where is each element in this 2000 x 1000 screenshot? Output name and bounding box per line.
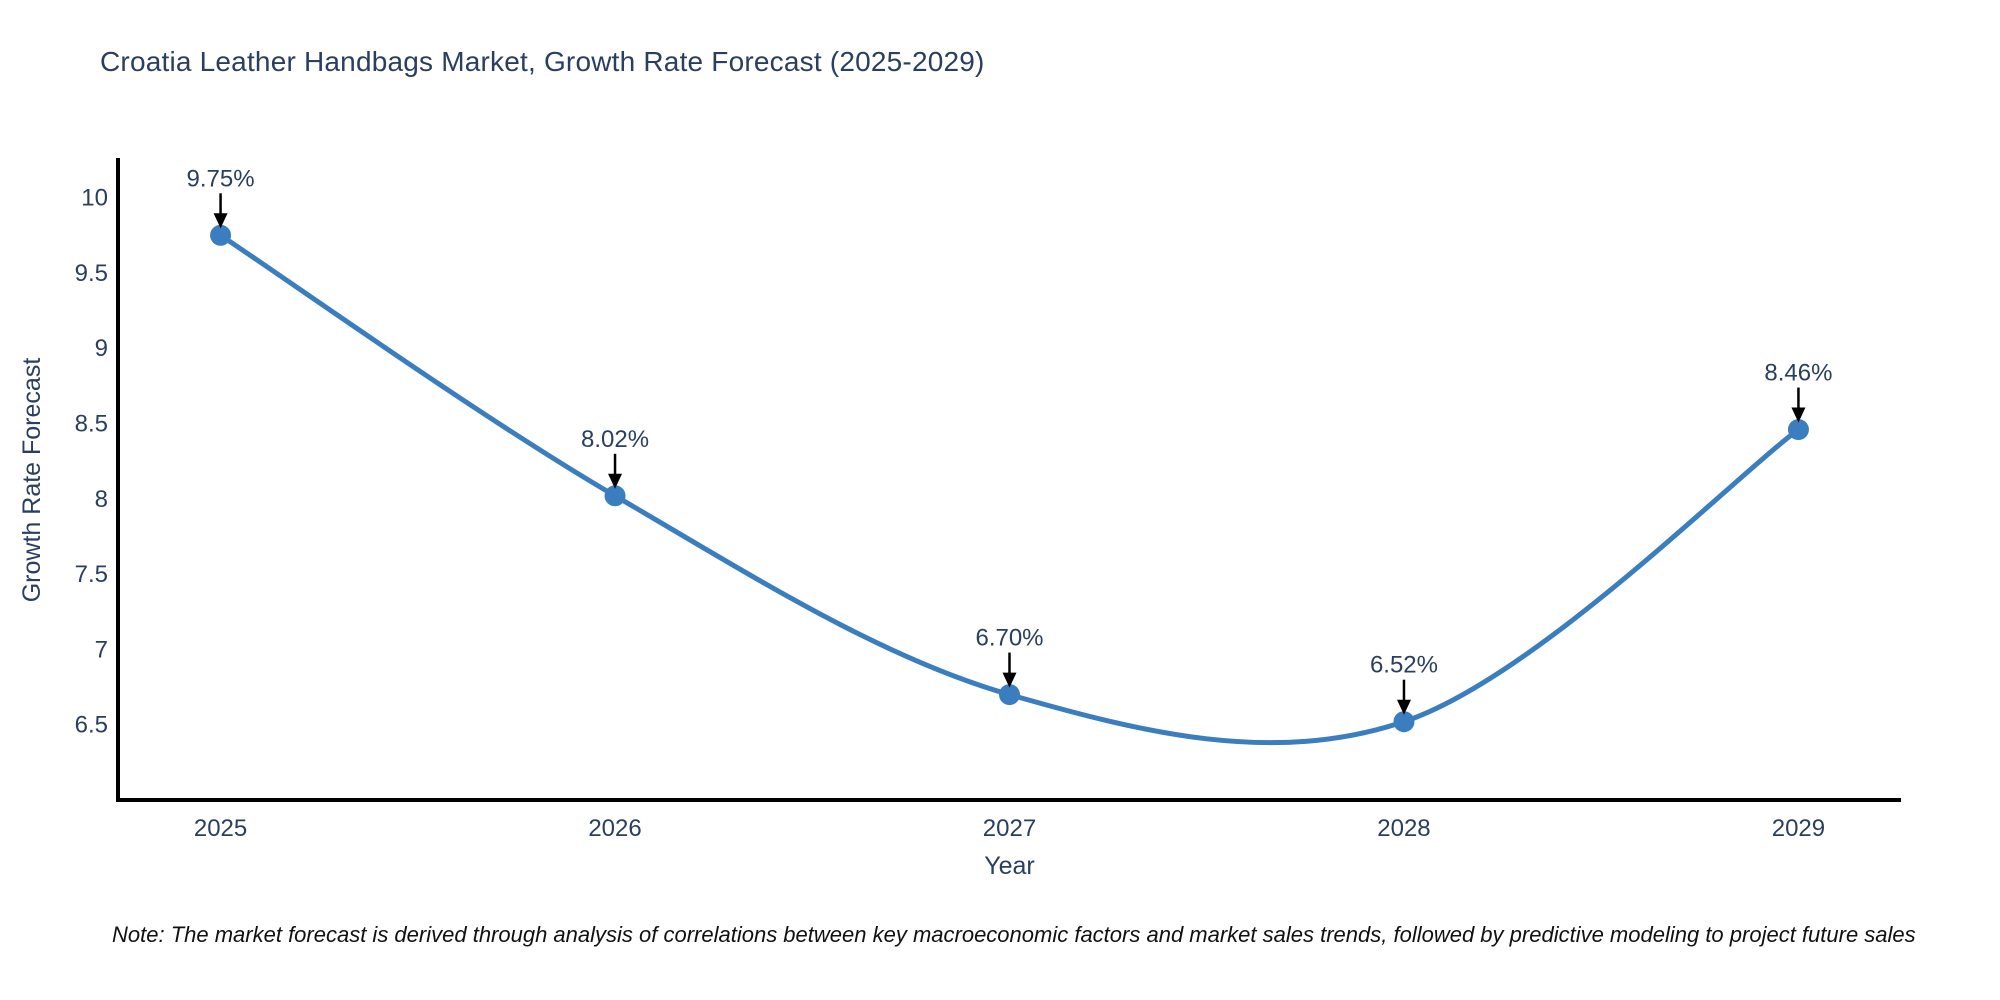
data-point-marker	[1393, 711, 1415, 733]
y-tick-label: 10	[81, 185, 108, 212]
y-tick-label: 6.5	[75, 712, 108, 739]
x-tick-label: 2027	[983, 815, 1036, 842]
data-point-marker	[1787, 419, 1809, 441]
annotation-arrowhead	[213, 213, 228, 229]
annotation-arrowhead	[1002, 672, 1017, 688]
x-tick-label: 2025	[194, 815, 247, 842]
y-tick-label: 9.5	[75, 260, 108, 287]
annotation-label: 6.52%	[1370, 652, 1438, 679]
annotation-label: 8.02%	[581, 426, 649, 453]
y-axis-title: Growth Rate Forecast	[18, 358, 46, 603]
data-point-marker	[999, 684, 1020, 706]
data-point-marker	[210, 224, 232, 246]
x-axis-title: Year	[984, 852, 1035, 880]
chart-title: Croatia Leather Handbags Market, Growth …	[100, 46, 985, 77]
y-tick-label: 9	[95, 335, 108, 362]
annotation-label: 9.75%	[187, 165, 255, 192]
x-tick-label: 2026	[588, 815, 641, 842]
y-tick-label: 8.5	[75, 411, 108, 438]
data-point-marker	[604, 485, 626, 507]
y-tick-label: 7.5	[75, 561, 108, 588]
y-tick-label: 8	[95, 486, 108, 513]
annotation-arrowhead	[608, 473, 623, 489]
annotation-label: 6.70%	[975, 625, 1043, 652]
annotation-label: 8.46%	[1764, 360, 1832, 387]
footnote: Note: The market forecast is derived thr…	[112, 922, 1916, 947]
y-tick-label: 7	[95, 636, 108, 663]
x-tick-label: 2028	[1377, 815, 1430, 842]
annotation-arrowhead	[1396, 699, 1411, 715]
x-tick-label: 2029	[1772, 815, 1825, 842]
annotation-arrowhead	[1791, 407, 1806, 423]
